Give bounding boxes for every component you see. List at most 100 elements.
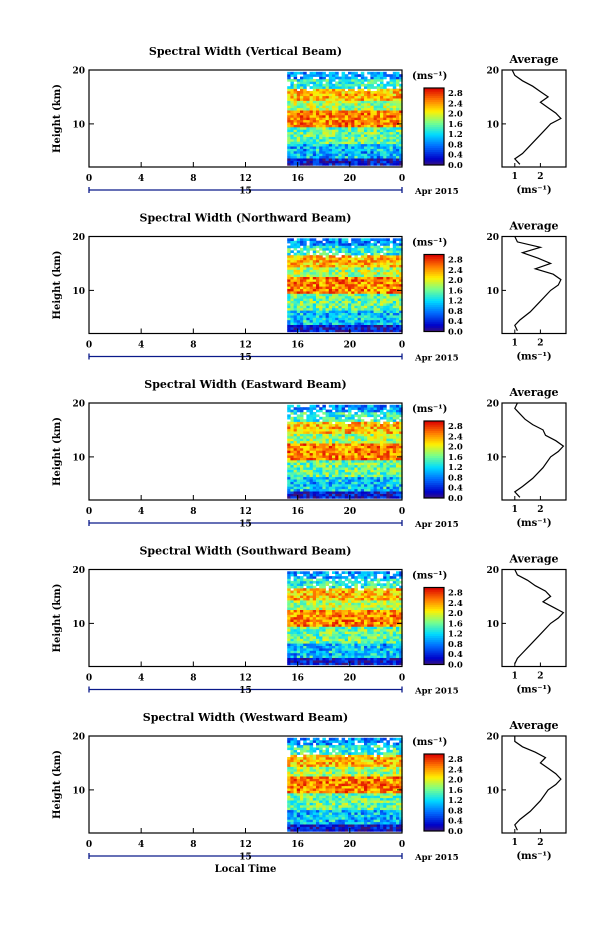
heatmap-cell [370,455,374,458]
heatmap-cell [335,160,339,164]
heatmap-cell [370,151,374,154]
heatmap-cell [338,139,342,142]
heatmap-cell [341,279,346,282]
heatmap-cell [380,110,384,113]
heatmap-cell [319,146,323,149]
heatmap-cell [386,134,390,137]
heatmap-cell [303,136,307,140]
heatmap-cell [319,131,323,135]
heatmap-cell [319,291,323,294]
heatmap-cell [367,240,371,244]
heatmap-cell [322,588,326,591]
heatmap-cell [351,83,355,87]
colorbar-segment [424,304,444,307]
heatmap-cell [341,262,346,265]
heatmap-cell [290,484,294,487]
heatmap-cell [373,247,378,251]
heatmap-cell [354,445,358,449]
heatmap-cell [300,303,304,306]
heatmap-cell [335,643,339,646]
heatmap-cell [303,267,307,270]
colorbar-segment [424,141,444,145]
heatmap-cell [325,414,330,418]
colorbar-segment [424,149,444,152]
heatmap-cell [360,419,365,422]
heatmap-cell [367,98,371,101]
heatmap-cell [287,250,291,253]
heatmap-cell [335,95,339,99]
heatmap-cell [338,414,342,418]
heatmap-cell [306,122,310,125]
heatmap-cell [351,469,355,473]
heatmap-cell [354,433,358,437]
heatmap-cell [300,119,304,123]
heatmap-cell [338,407,342,410]
heatmap-cell [392,474,397,478]
heatmap-cell [322,479,326,482]
heatmap-cell [341,129,346,133]
heatmap-cell [383,317,387,321]
heatmap-cell [316,573,320,577]
heatmap-cell [399,286,403,289]
heatmap-cell [328,324,333,328]
heatmap-cell [290,619,294,622]
heatmap-cell [316,657,320,661]
heatmap-cell [396,319,400,323]
heatmap-cell [306,163,310,166]
heatmap-cell [316,71,320,75]
heatmap-cell [341,474,346,478]
heatmap-cell [351,238,355,241]
heatmap-cell [296,143,301,147]
heatmap-cell [328,404,333,408]
heatmap-cell [332,657,336,661]
heatmap-cell [396,276,400,280]
heatmap-cell [328,81,333,85]
heatmap-cell [303,151,307,154]
heatmap-cell [328,283,333,287]
heatmap-cell [306,638,310,642]
heatmap-cell [386,267,390,270]
profile-x-label: (ms⁻¹) [516,185,551,196]
heatmap-cell [303,462,307,466]
heatmap-cell [303,293,307,297]
heatmap-cell [360,240,365,244]
heatmap-cell [296,262,301,265]
heatmap-cell [316,636,320,639]
heatmap-cell [376,436,381,439]
heatmap-cell [367,122,371,125]
heatmap-cell [396,481,400,485]
heatmap-cell [309,262,314,265]
heatmap-cell [306,636,310,639]
heatmap-cell [360,267,365,270]
heatmap-cell [300,305,304,309]
heatmap-cell [360,274,365,277]
heatmap-cell [309,585,314,589]
heatmap-cell [335,117,339,121]
heatmap-cell [380,136,384,140]
heatmap-cell [396,131,400,135]
heatmap-cell [325,324,330,328]
heatmap-cell [309,95,314,99]
heatmap-cell [396,91,400,94]
heatmap-cell [332,240,336,244]
heatmap-cell [312,300,317,304]
heatmap-cell [303,595,307,598]
heatmap-cell [316,597,320,601]
heatmap-cell [360,450,365,454]
heatmap-cell [344,146,349,149]
heatmap-cell [322,160,326,164]
heatmap-cell [351,148,355,152]
heatmap-cell [357,431,362,434]
heatmap-cell [396,469,400,473]
heatmap-cell [290,129,294,133]
heatmap-cell [293,279,298,282]
heatmap-cell [325,491,330,494]
heatmap-cell [306,307,310,311]
heatmap-cell [338,155,342,159]
heatmap-cell [376,424,381,427]
heatmap-cell [370,243,374,246]
heatmap-cell [290,476,294,480]
heatmap-cell [386,243,390,246]
heatmap-cell [287,484,291,487]
colorbar-segment [424,151,444,154]
